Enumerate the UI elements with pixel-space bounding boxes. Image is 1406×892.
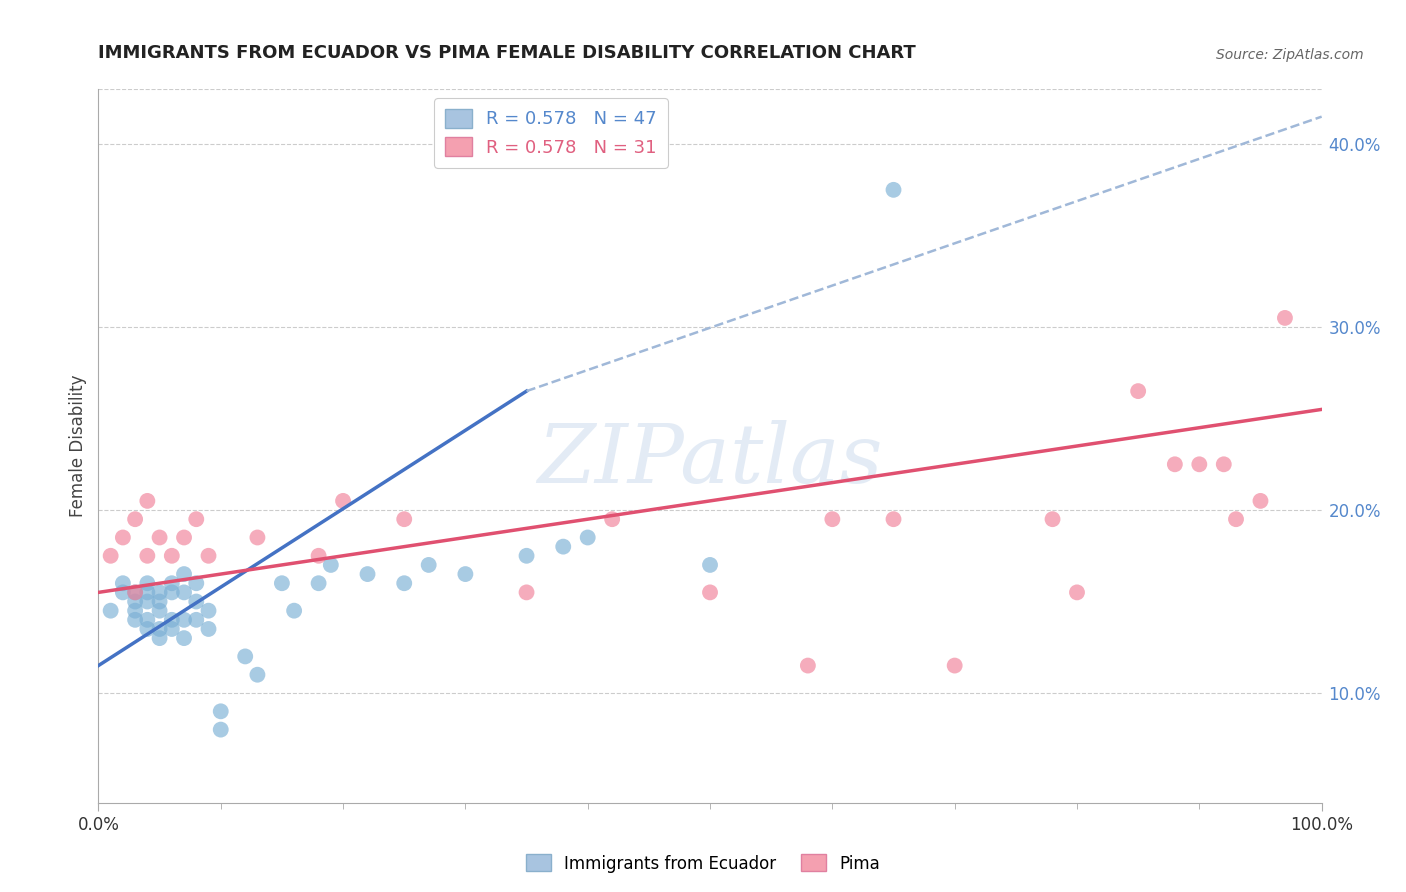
- Point: [111, 531, 134, 545]
- Point: [149, 531, 172, 545]
- Point: [454, 567, 477, 582]
- Point: [1128, 384, 1150, 398]
- Point: [1249, 494, 1271, 508]
- Point: [111, 576, 134, 591]
- Point: [149, 622, 172, 636]
- Point: [136, 494, 159, 508]
- Point: [173, 631, 195, 645]
- Point: [392, 576, 416, 591]
- Point: [246, 531, 269, 545]
- Point: [124, 585, 146, 599]
- Point: [1042, 512, 1064, 526]
- Point: [149, 594, 172, 608]
- Legend: Immigrants from Ecuador, Pima: Immigrants from Ecuador, Pima: [519, 847, 887, 880]
- Point: [136, 585, 159, 599]
- Point: [883, 183, 905, 197]
- Point: [100, 549, 122, 563]
- Point: [149, 631, 172, 645]
- Point: [136, 549, 159, 563]
- Point: [173, 585, 195, 599]
- Point: [111, 585, 134, 599]
- Point: [515, 585, 537, 599]
- Point: [124, 594, 146, 608]
- Point: [136, 622, 159, 636]
- Point: [576, 531, 599, 545]
- Point: [515, 549, 537, 563]
- Point: [160, 576, 183, 591]
- Point: [308, 549, 330, 563]
- Point: [1188, 458, 1211, 472]
- Point: [124, 512, 146, 526]
- Point: [160, 549, 183, 563]
- Point: [1066, 585, 1088, 599]
- Point: [209, 723, 232, 737]
- Point: [246, 667, 269, 681]
- Point: [1225, 512, 1247, 526]
- Point: [136, 576, 159, 591]
- Point: [149, 585, 172, 599]
- Point: [308, 576, 330, 591]
- Point: [883, 512, 905, 526]
- Y-axis label: Female Disability: Female Disability: [69, 375, 87, 517]
- Point: [270, 576, 294, 591]
- Point: [160, 622, 183, 636]
- Point: [233, 649, 256, 664]
- Point: [136, 613, 159, 627]
- Point: [186, 512, 208, 526]
- Point: [186, 613, 208, 627]
- Point: [1212, 458, 1234, 472]
- Point: [197, 604, 219, 618]
- Point: [943, 658, 966, 673]
- Text: ZIPatlas: ZIPatlas: [537, 420, 883, 500]
- Point: [797, 658, 820, 673]
- Point: [1274, 310, 1296, 325]
- Point: [186, 594, 208, 608]
- Point: [356, 567, 378, 582]
- Point: [173, 567, 195, 582]
- Point: [197, 622, 219, 636]
- Point: [160, 585, 183, 599]
- Point: [136, 594, 159, 608]
- Point: [197, 549, 219, 563]
- Point: [124, 604, 146, 618]
- Point: [209, 704, 232, 718]
- Point: [821, 512, 844, 526]
- Point: [699, 585, 721, 599]
- Text: IMMIGRANTS FROM ECUADOR VS PIMA FEMALE DISABILITY CORRELATION CHART: IMMIGRANTS FROM ECUADOR VS PIMA FEMALE D…: [98, 45, 917, 62]
- Point: [699, 558, 721, 572]
- Point: [124, 613, 146, 627]
- Point: [553, 540, 575, 554]
- Point: [600, 512, 623, 526]
- Point: [186, 576, 208, 591]
- Point: [124, 585, 146, 599]
- Point: [283, 604, 305, 618]
- Point: [319, 558, 342, 572]
- Point: [149, 604, 172, 618]
- Point: [418, 558, 440, 572]
- Point: [173, 531, 195, 545]
- Point: [1164, 458, 1187, 472]
- Point: [332, 494, 354, 508]
- Legend: R = 0.578   N = 47, R = 0.578   N = 31: R = 0.578 N = 47, R = 0.578 N = 31: [434, 98, 668, 168]
- Point: [173, 613, 195, 627]
- Text: Source: ZipAtlas.com: Source: ZipAtlas.com: [1216, 48, 1364, 62]
- Point: [160, 613, 183, 627]
- Point: [392, 512, 416, 526]
- Point: [100, 604, 122, 618]
